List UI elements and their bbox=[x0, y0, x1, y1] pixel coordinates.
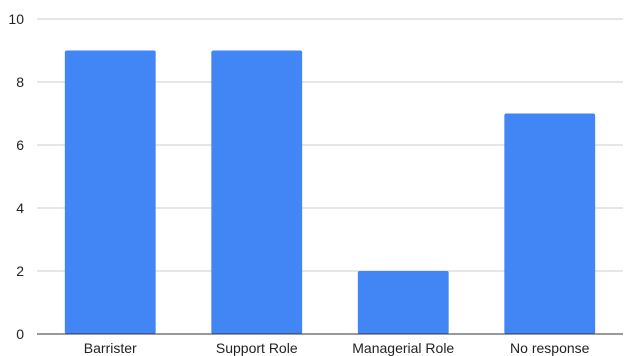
bar-managerial-role bbox=[357, 271, 449, 334]
x-axis-category-labels: Barrister Support Role Managerial Role No r… bbox=[84, 340, 590, 356]
y-tick-label: 4 bbox=[16, 200, 24, 216]
y-tick-label: 10 bbox=[8, 11, 24, 27]
x-tick-label: Support Role bbox=[216, 340, 298, 356]
y-tick-label: 2 bbox=[16, 263, 24, 279]
bar-support-role bbox=[211, 50, 303, 334]
y-tick-label: 8 bbox=[16, 74, 24, 90]
y-tick-label: 6 bbox=[16, 137, 24, 153]
y-tick-label: 0 bbox=[16, 326, 24, 342]
x-tick-label: No response bbox=[510, 340, 590, 356]
bars bbox=[64, 50, 596, 334]
x-tick-label: Barrister bbox=[84, 340, 137, 356]
x-tick-label: Managerial Role bbox=[352, 340, 454, 356]
y-axis-tick-labels: 0 2 4 6 8 10 bbox=[8, 11, 24, 342]
bar-no-response bbox=[504, 113, 596, 334]
bar-barrister bbox=[64, 50, 156, 334]
